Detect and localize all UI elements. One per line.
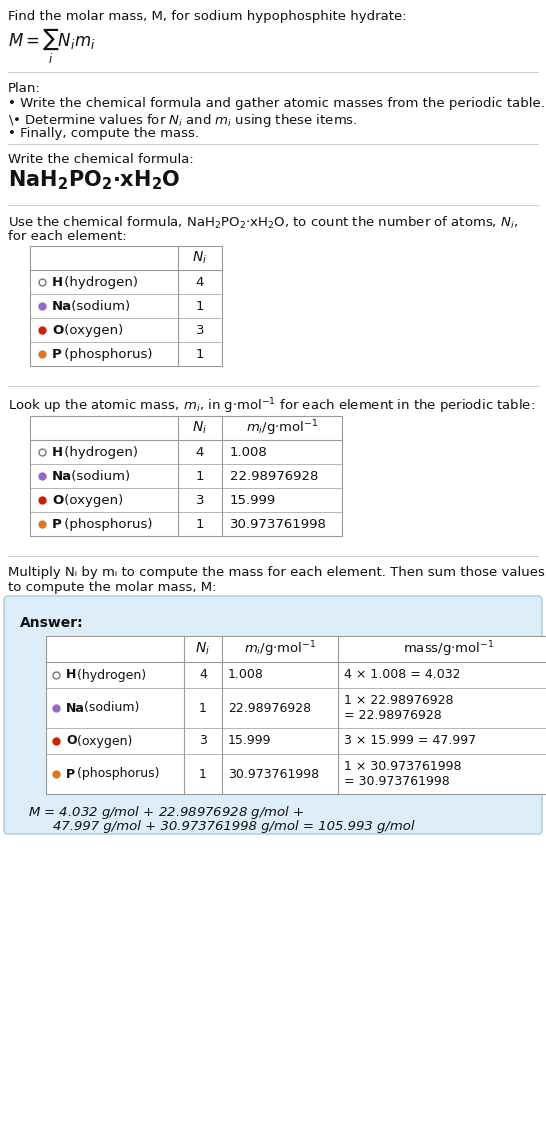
Text: 3: 3 xyxy=(199,735,207,747)
Text: $M = \sum_i N_i m_i$: $M = \sum_i N_i m_i$ xyxy=(8,26,96,66)
Text: 1: 1 xyxy=(199,767,207,781)
Text: for each element:: for each element: xyxy=(8,230,127,243)
Text: Na: Na xyxy=(52,300,72,313)
Text: to compute the molar mass, M:: to compute the molar mass, M: xyxy=(8,581,217,594)
Text: 3 × 15.999 = 47.997: 3 × 15.999 = 47.997 xyxy=(344,735,476,747)
Text: H: H xyxy=(52,276,63,288)
Bar xyxy=(46,636,546,794)
Bar xyxy=(30,416,342,536)
Text: 15.999: 15.999 xyxy=(230,494,276,506)
Text: Use the chemical formula, $\mathrm{NaH_2PO_2{\cdot}xH_2O}$, to count the number : Use the chemical formula, $\mathrm{NaH_2… xyxy=(8,215,518,231)
Bar xyxy=(30,246,222,366)
Text: (hydrogen): (hydrogen) xyxy=(60,445,138,459)
Text: 3: 3 xyxy=(196,494,204,506)
Text: P: P xyxy=(52,348,62,360)
Text: (sodium): (sodium) xyxy=(67,469,130,482)
Text: 22.98976928: 22.98976928 xyxy=(230,469,318,482)
Text: 1: 1 xyxy=(196,469,204,482)
Text: O: O xyxy=(66,735,76,747)
Text: (phosphorus): (phosphorus) xyxy=(60,517,152,531)
Text: Find the molar mass, M, for sodium hypophosphite hydrate:: Find the molar mass, M, for sodium hypop… xyxy=(8,10,407,22)
Text: Look up the atomic mass, $m_i$, in g$\cdot$mol$^{-1}$ for each element in the pe: Look up the atomic mass, $m_i$, in g$\cd… xyxy=(8,396,535,415)
Text: 30.973761998: 30.973761998 xyxy=(228,767,319,781)
Text: O: O xyxy=(52,323,63,337)
Text: mass/g$\cdot$mol$^{-1}$: mass/g$\cdot$mol$^{-1}$ xyxy=(403,640,495,659)
Text: 1.008: 1.008 xyxy=(230,445,268,459)
Text: Write the chemical formula:: Write the chemical formula: xyxy=(8,153,194,166)
Text: 1: 1 xyxy=(199,701,207,715)
Text: 1: 1 xyxy=(196,517,204,531)
Text: 4: 4 xyxy=(196,276,204,288)
Text: P: P xyxy=(66,767,75,781)
Text: 4 × 1.008 = 4.032: 4 × 1.008 = 4.032 xyxy=(344,669,460,681)
Text: 1.008: 1.008 xyxy=(228,669,264,681)
Text: 4: 4 xyxy=(199,669,207,681)
Text: $\mathbf{NaH_2PO_2{\cdot}xH_2O}$: $\mathbf{NaH_2PO_2{\cdot}xH_2O}$ xyxy=(8,168,181,192)
Text: (oxygen): (oxygen) xyxy=(60,323,123,337)
Text: H: H xyxy=(52,445,63,459)
Text: P: P xyxy=(52,517,62,531)
Text: 15.999: 15.999 xyxy=(228,735,271,747)
Text: 4: 4 xyxy=(196,445,204,459)
Text: (sodium): (sodium) xyxy=(67,300,130,313)
Text: (oxygen): (oxygen) xyxy=(60,494,123,506)
Text: $m_i$/g$\cdot$mol$^{-1}$: $m_i$/g$\cdot$mol$^{-1}$ xyxy=(246,419,318,438)
Text: 22.98976928: 22.98976928 xyxy=(228,701,311,715)
Text: Multiply Nᵢ by mᵢ to compute the mass for each element. Then sum those values: Multiply Nᵢ by mᵢ to compute the mass fo… xyxy=(8,565,545,579)
Text: 3: 3 xyxy=(196,323,204,337)
FancyBboxPatch shape xyxy=(4,596,542,834)
Text: 1 × 22.98976928
= 22.98976928: 1 × 22.98976928 = 22.98976928 xyxy=(344,695,454,721)
Text: Plan:: Plan: xyxy=(8,82,41,95)
Text: (oxygen): (oxygen) xyxy=(73,735,133,747)
Text: O: O xyxy=(52,494,63,506)
Text: $N_i$: $N_i$ xyxy=(195,641,211,657)
Text: (hydrogen): (hydrogen) xyxy=(73,669,146,681)
Text: • Write the chemical formula and gather atomic masses from the periodic table.: • Write the chemical formula and gather … xyxy=(8,96,545,110)
Text: 1 × 30.973761998
= 30.973761998: 1 × 30.973761998 = 30.973761998 xyxy=(344,760,461,788)
Text: (phosphorus): (phosphorus) xyxy=(60,348,152,360)
Text: (phosphorus): (phosphorus) xyxy=(73,767,159,781)
Text: (sodium): (sodium) xyxy=(80,701,140,715)
Text: $M$ = 4.032 g/mol + 22.98976928 g/mol +: $M$ = 4.032 g/mol + 22.98976928 g/mol + xyxy=(28,804,305,821)
Text: $N_i$: $N_i$ xyxy=(193,250,207,266)
Text: Na: Na xyxy=(66,701,85,715)
Text: \• Determine values for $N_i$ and $m_i$ using these items.: \• Determine values for $N_i$ and $m_i$ … xyxy=(8,112,358,129)
Text: $N_i$: $N_i$ xyxy=(193,420,207,436)
Text: 1: 1 xyxy=(196,348,204,360)
Text: 30.973761998: 30.973761998 xyxy=(230,517,327,531)
Text: Na: Na xyxy=(52,469,72,482)
Text: • Finally, compute the mass.: • Finally, compute the mass. xyxy=(8,127,199,140)
Text: 47.997 g/mol + 30.973761998 g/mol = 105.993 g/mol: 47.997 g/mol + 30.973761998 g/mol = 105.… xyxy=(36,820,414,833)
Text: H: H xyxy=(66,669,76,681)
Text: (hydrogen): (hydrogen) xyxy=(60,276,138,288)
Text: 1: 1 xyxy=(196,300,204,313)
Text: $m_i$/g$\cdot$mol$^{-1}$: $m_i$/g$\cdot$mol$^{-1}$ xyxy=(244,640,316,659)
Text: Answer:: Answer: xyxy=(20,616,84,629)
